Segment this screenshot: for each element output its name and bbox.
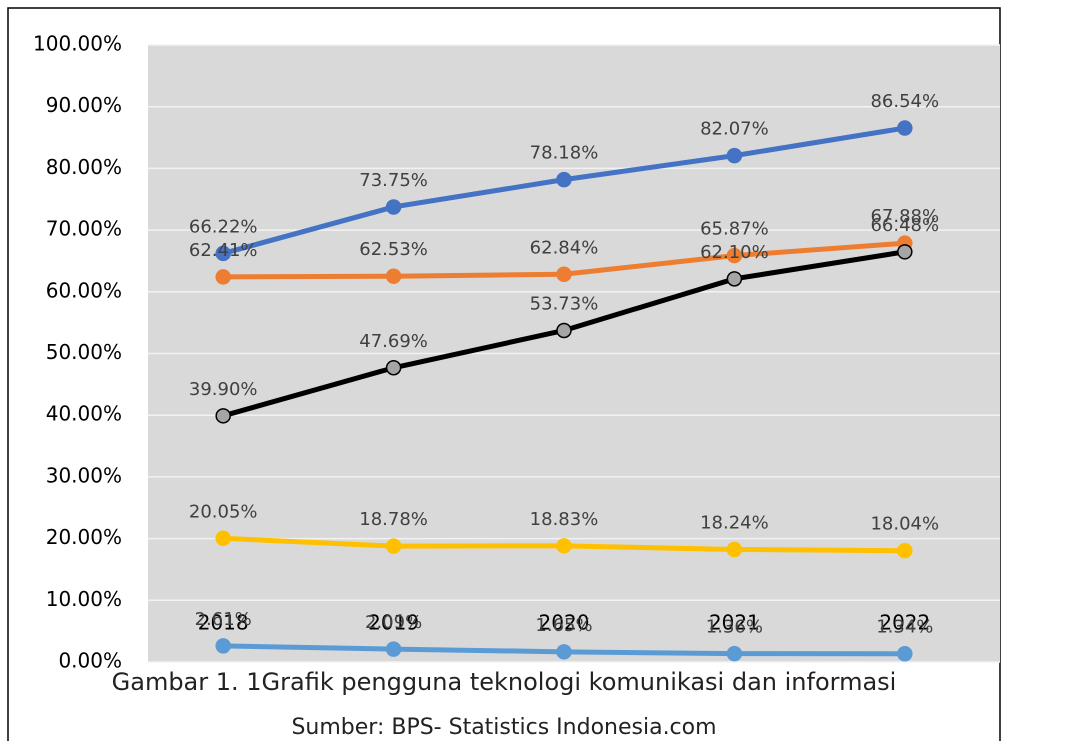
data-label: 18.24% bbox=[700, 512, 769, 533]
data-point bbox=[385, 538, 402, 554]
data-point bbox=[897, 542, 913, 559]
data-point bbox=[215, 530, 231, 547]
data-label: 1.65% bbox=[535, 615, 592, 636]
data-point bbox=[556, 171, 572, 188]
data-point bbox=[897, 244, 913, 260]
x-tick-label: 2020 bbox=[539, 611, 590, 635]
y-tick-label: 90.00% bbox=[46, 93, 122, 117]
data-label: 82.07% bbox=[700, 119, 769, 140]
data-label: 18.04% bbox=[870, 514, 939, 535]
x-tick-label: 2019 bbox=[368, 611, 419, 635]
y-tick-label: 50.00% bbox=[46, 340, 122, 364]
data-label: 62.53% bbox=[359, 239, 428, 260]
data-point bbox=[556, 266, 572, 283]
data-point bbox=[726, 541, 743, 558]
y-tick-label: 80.00% bbox=[46, 155, 122, 179]
data-label: 2.09% bbox=[365, 612, 422, 633]
y-tick-label: 60.00% bbox=[46, 278, 122, 302]
data-label: 62.10% bbox=[700, 242, 769, 263]
data-label: 62.41% bbox=[189, 240, 258, 261]
data-label: 1.36% bbox=[706, 617, 763, 638]
data-label: 1.34% bbox=[876, 617, 933, 638]
data-label: 67.88% bbox=[870, 206, 939, 227]
x-tick-label: 2018 bbox=[198, 611, 249, 635]
y-tick-label: 30.00% bbox=[46, 463, 122, 487]
data-label: 47.69% bbox=[359, 331, 428, 352]
data-point bbox=[385, 268, 402, 284]
data-point bbox=[215, 269, 231, 285]
data-label: 62.84% bbox=[530, 237, 599, 258]
data-point bbox=[385, 360, 402, 376]
data-point bbox=[726, 645, 743, 662]
y-tick-label: 20.00% bbox=[46, 525, 122, 549]
data-point bbox=[726, 147, 743, 164]
data-label: 66.48% bbox=[870, 215, 939, 236]
data-point bbox=[556, 644, 572, 660]
y-tick-label: 40.00% bbox=[46, 402, 122, 426]
data-label: 53.73% bbox=[530, 293, 599, 314]
data-point bbox=[726, 247, 743, 264]
y-tick-label: 100.00% bbox=[33, 32, 122, 56]
data-point bbox=[215, 408, 231, 424]
data-label: 78.18% bbox=[530, 143, 599, 164]
data-label: 66.22% bbox=[189, 216, 258, 237]
data-label: 86.54% bbox=[870, 91, 939, 112]
data-label: 18.83% bbox=[530, 509, 599, 530]
y-tick-label: 0.00% bbox=[58, 649, 122, 673]
data-point bbox=[385, 641, 402, 657]
data-label: 20.05% bbox=[189, 501, 258, 522]
data-point bbox=[726, 271, 743, 287]
y-tick-label: 10.00% bbox=[46, 587, 122, 611]
data-point bbox=[897, 645, 913, 662]
x-tick-label: 2021 bbox=[709, 611, 760, 635]
data-label: 18.78% bbox=[359, 509, 428, 530]
data-point bbox=[556, 322, 572, 339]
source: Sumber: BPS- Statistics Indonesia.com bbox=[291, 715, 716, 740]
data-point bbox=[385, 199, 402, 215]
data-label: 73.75% bbox=[359, 170, 428, 191]
x-tick-label: 2022 bbox=[879, 611, 930, 635]
data-label: 65.87% bbox=[700, 219, 769, 240]
data-label: 2.61% bbox=[195, 609, 252, 630]
y-tick-label: 70.00% bbox=[46, 217, 122, 241]
data-point bbox=[556, 538, 572, 554]
data-point bbox=[215, 638, 231, 654]
data-label: 39.90% bbox=[189, 379, 258, 400]
caption: Gambar 1. 1Grafik pengguna teknologi kom… bbox=[112, 668, 897, 696]
data-point bbox=[897, 120, 913, 136]
data-point bbox=[215, 245, 231, 262]
